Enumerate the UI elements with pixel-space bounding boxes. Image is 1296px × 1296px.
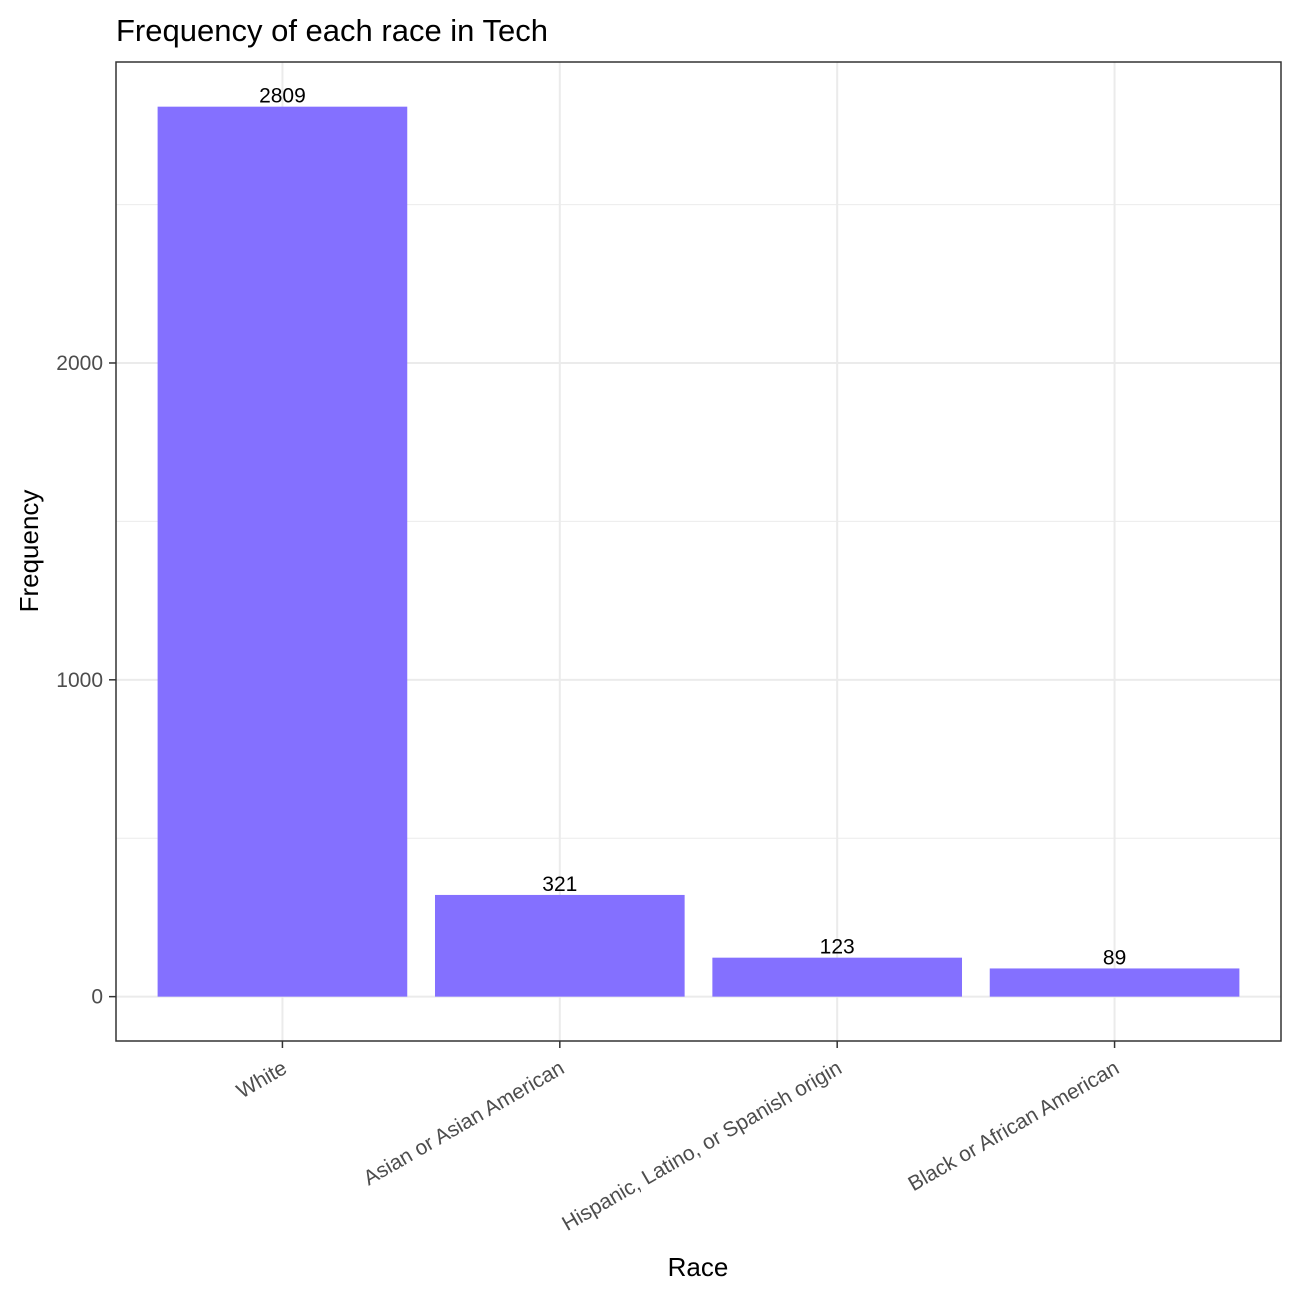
x-tick-label-3: Black or African American bbox=[904, 1056, 1123, 1196]
x-tick-label-1: Asian or Asian American bbox=[360, 1056, 569, 1190]
data-label-3: 89 bbox=[1103, 946, 1126, 969]
y-tick-label-0: 0 bbox=[91, 986, 103, 1009]
bar-3 bbox=[989, 968, 1240, 997]
y-axis: 0 1000 2000 bbox=[56, 352, 116, 1009]
x-axis-title: Race bbox=[668, 1252, 729, 1282]
bars bbox=[157, 106, 1240, 997]
bar-0 bbox=[157, 106, 408, 997]
x-tick-label-2: Hispanic, Latino, or Spanish origin bbox=[558, 1056, 845, 1235]
bar-2 bbox=[712, 957, 963, 997]
panel-border bbox=[115, 61, 1282, 1042]
chart-title: Frequency of each race in Tech bbox=[116, 13, 548, 48]
data-label-2: 123 bbox=[820, 936, 855, 959]
data-labels: 2809 321 123 89 bbox=[259, 85, 1126, 970]
y-tick-label-1: 1000 bbox=[56, 669, 103, 692]
data-label-1: 321 bbox=[542, 873, 577, 896]
y-tick-label-2: 2000 bbox=[56, 352, 103, 375]
x-tick-label-0: White bbox=[233, 1056, 291, 1103]
data-label-0: 2809 bbox=[259, 85, 306, 108]
bar-1 bbox=[434, 894, 685, 997]
y-axis-title: Frequency bbox=[14, 490, 44, 613]
